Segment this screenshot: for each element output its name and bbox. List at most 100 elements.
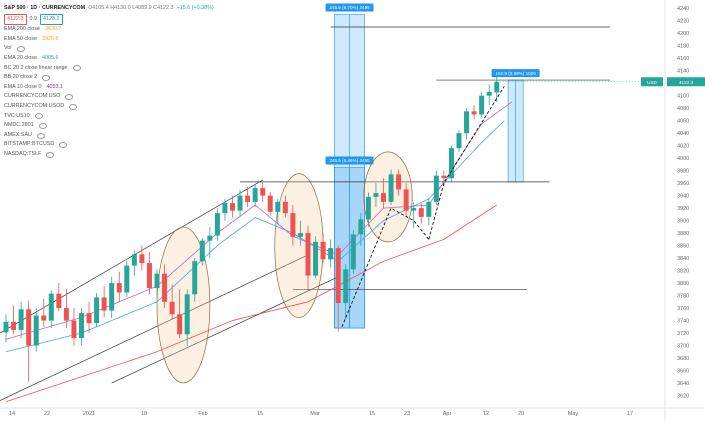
time-tick-label: 15 — [369, 411, 375, 417]
legend-header: S&P 500 · 1D · CURRENCYCOM O4105.4 H4130… — [4, 4, 214, 14]
candle-body — [275, 201, 281, 212]
candle-body — [456, 133, 462, 149]
price-tick-label: 4220 — [677, 19, 689, 25]
candle-body — [313, 241, 319, 276]
eye-icon[interactable] — [59, 142, 68, 149]
bid-price[interactable]: 4122.3 — [4, 13, 27, 26]
highlight-ellipse — [363, 151, 413, 243]
indicator-row[interactable]: EMA 50 close 3926.6 — [4, 35, 214, 45]
candle-body — [396, 174, 402, 190]
candle-body — [124, 265, 130, 293]
eye-icon[interactable] — [65, 94, 74, 101]
indicator-label: NMDC:2801 — [4, 122, 34, 129]
candle-body — [214, 213, 220, 236]
candle-body — [335, 248, 341, 304]
candle-body — [184, 294, 190, 335]
price-tick-label: 4000 — [677, 156, 689, 162]
price-tick-label: 3640 — [677, 381, 689, 387]
candle-body — [245, 195, 251, 202]
time-tick-label: 23 — [404, 411, 410, 417]
candle-body — [199, 240, 205, 262]
price-tick-label: 4160 — [677, 56, 689, 62]
indicator-row[interactable]: EMA 10 close 0 4053.1 — [4, 83, 214, 93]
channel-lower-line — [111, 276, 339, 384]
price-tick-label: 3700 — [677, 344, 689, 350]
time-tick-label: 22 — [44, 411, 50, 417]
candle-body — [486, 91, 492, 96]
ask-price[interactable]: 4123.2 — [40, 13, 63, 26]
candle-body — [252, 188, 258, 202]
candle-body — [494, 81, 500, 93]
indicator-label: AMEX:SAU — [4, 131, 32, 138]
candle-body — [320, 241, 326, 260]
eye-icon[interactable] — [72, 65, 81, 72]
indicator-row[interactable]: AMEX:SAU — [4, 131, 214, 141]
bid-ask-row: 4122.3 0.9 4123.2 — [4, 13, 214, 26]
candle-body — [358, 219, 364, 235]
price-tick-label: 4060 — [677, 119, 689, 125]
indicator-label: EMA 200 close — [4, 26, 40, 33]
price-tick-label: 4200 — [677, 31, 689, 37]
indicator-row[interactable]: TVC:US10 — [4, 112, 214, 122]
candle-body — [464, 111, 470, 134]
candle-body — [237, 195, 243, 211]
indicator-row[interactable]: NASDAQ:TSLF — [4, 150, 214, 160]
candle-body — [260, 188, 266, 196]
time-tick-label: 2021 — [83, 411, 95, 417]
indicator-label: Vol — [4, 45, 12, 52]
price-tick-label: 4140 — [677, 69, 689, 75]
candle-body — [267, 195, 273, 212]
indicator-row[interactable]: NMDC:2801 — [4, 121, 214, 131]
indicator-row[interactable]: BITSTAMP:BTCUSD — [4, 140, 214, 150]
candle-body — [381, 193, 386, 202]
indicator-value: 3630.7 — [44, 26, 62, 33]
channel-middle-line — [0, 254, 309, 401]
candle-body — [426, 201, 432, 217]
indicator-row[interactable]: EMA 200 close 3630.7 — [4, 25, 214, 35]
candle-body — [403, 189, 409, 211]
candle-body — [433, 175, 439, 202]
candle-body — [3, 321, 9, 333]
indicator-label: BITSTAMP:BTCUSD — [4, 141, 55, 148]
indicator-value: 3926.6 — [41, 35, 59, 42]
indicator-row[interactable]: EMA 20 close 4005.6 — [4, 54, 214, 64]
candle-body — [373, 193, 379, 197]
measure-label: 245.5 (6.70%) 2495 — [329, 5, 370, 10]
eye-icon[interactable] — [16, 46, 25, 53]
candle-body — [388, 174, 394, 202]
eye-icon[interactable] — [38, 122, 47, 129]
indicator-label: BC 20 2 close linear range — [4, 64, 68, 71]
eye-icon[interactable] — [36, 132, 45, 139]
candle-body — [282, 201, 288, 214]
last-price-tag — [667, 77, 705, 87]
eye-icon[interactable] — [46, 151, 55, 158]
measure-label: 245.5 (6.46%) 2495 — [329, 158, 370, 163]
time-tick-label: May — [568, 411, 579, 417]
time-tick-label: 18 — [141, 411, 147, 417]
price-tick-label: 4100 — [677, 94, 689, 100]
time-tick-label: Mar — [310, 411, 320, 417]
candle-body — [169, 301, 175, 315]
eye-icon[interactable] — [42, 74, 51, 81]
candle-body — [192, 261, 198, 295]
eye-icon[interactable] — [34, 113, 43, 120]
indicator-row[interactable]: BB 20 close 2 — [4, 73, 214, 83]
candle-body — [48, 293, 54, 321]
indicator-row[interactable]: BC 20 2 close linear range — [4, 64, 214, 74]
eye-icon[interactable] — [69, 103, 78, 110]
candle-body — [63, 308, 69, 321]
candle-body — [139, 254, 145, 264]
indicator-row[interactable]: CURRENCYCOM:USO — [4, 92, 214, 102]
candle-body — [41, 315, 47, 321]
indicator-row[interactable]: CURRENCYCOM:USOD — [4, 102, 214, 112]
measure-label-bg — [491, 69, 540, 78]
candle-body — [411, 208, 417, 211]
price-tick-label: 3900 — [677, 219, 689, 225]
candle-body — [109, 283, 115, 311]
indicator-label: NASDAQ:TSLF — [4, 150, 42, 157]
indicator-row[interactable]: Vol — [4, 44, 214, 54]
candle-body — [365, 196, 371, 220]
candle-body — [343, 269, 349, 304]
symbol-label: S&P 500 · 1D · CURRENCYCOM — [4, 5, 86, 11]
